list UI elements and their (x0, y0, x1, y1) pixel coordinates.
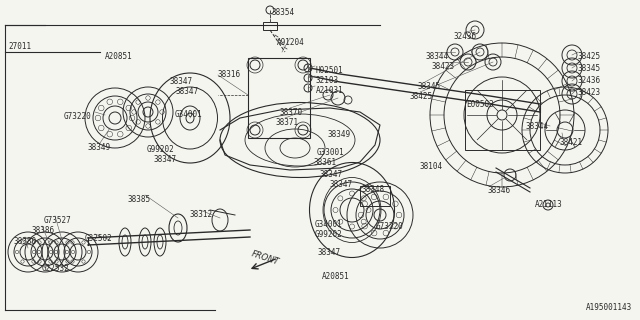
Text: 38361: 38361 (313, 158, 336, 167)
Text: 38349: 38349 (328, 130, 351, 139)
Text: 38347: 38347 (175, 87, 198, 96)
Text: 38421: 38421 (559, 138, 582, 147)
Text: G34001: G34001 (315, 220, 343, 229)
Text: 38347: 38347 (170, 77, 193, 86)
Text: A91204: A91204 (277, 38, 305, 47)
Text: 38345: 38345 (418, 82, 441, 91)
Text: 38347: 38347 (320, 170, 343, 179)
Text: 38347: 38347 (330, 180, 353, 189)
Text: 38347: 38347 (318, 248, 341, 257)
Bar (465, 90, 540, 150)
Text: 38371: 38371 (275, 118, 298, 127)
Text: 38380: 38380 (14, 237, 37, 246)
Text: 38425: 38425 (410, 92, 433, 101)
Text: 38385: 38385 (128, 195, 151, 204)
Text: 32103: 32103 (316, 76, 339, 85)
Bar (263, 22, 277, 30)
Text: G73527: G73527 (44, 216, 72, 225)
Text: E00503: E00503 (466, 100, 493, 109)
Text: G73220: G73220 (64, 112, 92, 121)
Text: 38344: 38344 (526, 122, 549, 131)
Text: A21113: A21113 (535, 200, 563, 209)
Text: 38370: 38370 (279, 108, 302, 117)
Text: 38349: 38349 (88, 143, 111, 152)
Bar (248, 58, 310, 138)
Text: G22532: G22532 (42, 264, 70, 273)
Text: 27011: 27011 (8, 42, 31, 51)
Bar (360, 186, 390, 206)
Text: G32502: G32502 (85, 234, 113, 243)
Text: A20851: A20851 (105, 52, 132, 61)
Text: A21031: A21031 (316, 86, 344, 95)
Text: 38316: 38316 (218, 70, 241, 79)
Text: G73220: G73220 (376, 222, 404, 231)
Text: 38354: 38354 (271, 8, 294, 17)
Text: A195001143: A195001143 (586, 303, 632, 312)
Text: G99202: G99202 (147, 145, 175, 154)
Text: 38312: 38312 (190, 210, 213, 219)
Text: 38344: 38344 (426, 52, 449, 61)
Text: 38423: 38423 (578, 88, 601, 97)
Text: 38345: 38345 (578, 64, 601, 73)
Text: 38425: 38425 (578, 52, 601, 61)
Text: 32436: 32436 (578, 76, 601, 85)
Text: 38386: 38386 (32, 226, 55, 235)
Text: 38423: 38423 (432, 62, 455, 71)
Text: H02501: H02501 (316, 66, 344, 75)
Text: A20851: A20851 (322, 272, 349, 281)
Text: G33001: G33001 (317, 148, 345, 157)
Text: G99202: G99202 (315, 230, 343, 239)
Text: 38348: 38348 (362, 185, 385, 194)
Text: 38346: 38346 (487, 186, 510, 195)
Text: FRONT: FRONT (250, 250, 280, 267)
Text: 32436: 32436 (453, 32, 476, 41)
Text: 38347: 38347 (153, 155, 176, 164)
Text: G34001: G34001 (175, 110, 203, 119)
Text: 38104: 38104 (420, 162, 443, 171)
